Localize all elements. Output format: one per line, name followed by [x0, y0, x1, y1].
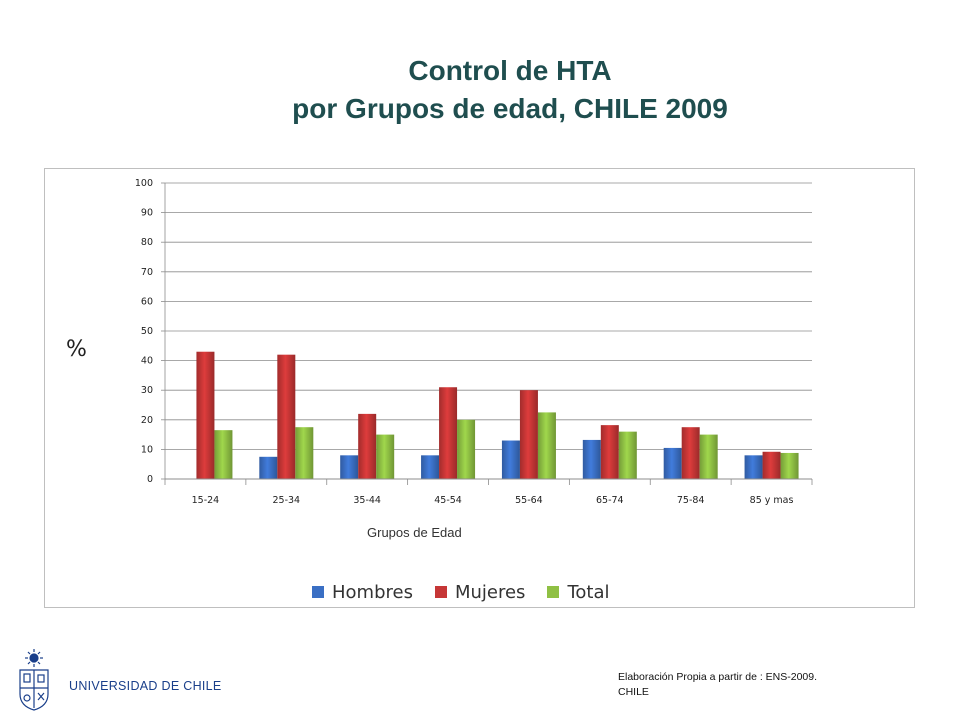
x-tick-label: 35-44 — [353, 495, 381, 506]
y-tick-label: 80 — [141, 237, 153, 248]
source-note: Elaboración Propia a partir de : ENS-200… — [618, 670, 868, 700]
bar-hombres-55-64 — [501, 440, 520, 479]
x-tick-label: 25-34 — [273, 495, 301, 506]
bar-mujeres-15-24 — [196, 351, 215, 479]
university-logo: UNIVERSIDAD DE CHILE — [14, 648, 234, 712]
legend-swatch-hombres — [312, 586, 324, 598]
bar-mujeres-85-y-mas — [762, 451, 781, 479]
y-axis-label: % — [66, 337, 87, 362]
legend-label-hombres: Hombres — [332, 581, 413, 603]
y-tick-label: 20 — [141, 415, 153, 426]
y-tick-label: 100 — [135, 178, 153, 189]
chart-legend: Hombres Mujeres Total — [312, 580, 632, 604]
bar-hombres-25-34 — [259, 456, 278, 479]
legend-item-total: Total — [547, 581, 610, 603]
legend-label-mujeres: Mujeres — [454, 581, 526, 603]
bar-total-55-64 — [537, 412, 556, 479]
y-tick-label: 90 — [141, 208, 153, 219]
y-tick-label: 60 — [141, 296, 153, 307]
source-line-1: Elaboración Propia a partir de : ENS-200… — [618, 671, 818, 683]
bar-mujeres-65-74 — [600, 425, 619, 479]
bar-hombres-45-54 — [421, 455, 440, 479]
bar-hombres-65-74 — [582, 439, 601, 479]
x-tick-label: 65-74 — [596, 495, 624, 506]
x-tick-label: 15-24 — [192, 495, 220, 506]
y-tick-label: 50 — [141, 326, 153, 337]
university-crest-icon — [19, 649, 49, 711]
y-tick-label: 0 — [147, 474, 153, 485]
legend-item-hombres: Hombres — [312, 582, 413, 603]
legend-swatch-mujeres — [434, 586, 447, 598]
legend-item-mujeres: Mujeres — [434, 581, 526, 603]
bar-hombres-85-y-mas — [744, 455, 763, 479]
bar-total-45-54 — [457, 419, 476, 479]
bar-total-35-44 — [376, 434, 395, 479]
chart-title-line-2: por Grupos de edad, CHILE 2009 — [292, 93, 728, 124]
bar-mujeres-25-34 — [277, 354, 296, 479]
x-axis-label: Grupos de Edad — [367, 525, 462, 540]
y-tick-label: 40 — [141, 356, 153, 367]
bar-mujeres-45-54 — [439, 387, 458, 479]
y-tick-label: 70 — [141, 267, 153, 278]
chart-title-line-1: Control de HTA — [408, 55, 612, 86]
x-tick-label: 45-54 — [434, 495, 462, 506]
x-tick-label: 85 y mas — [750, 495, 794, 506]
bar-mujeres-75-84 — [681, 427, 700, 479]
bar-total-85-y-mas — [780, 452, 799, 479]
y-tick-label: 10 — [141, 444, 153, 455]
bar-total-25-34 — [295, 427, 314, 479]
x-tick-label: 75-84 — [677, 495, 705, 506]
bar-total-75-84 — [699, 434, 718, 479]
university-name: UNIVERSIDAD DE CHILE — [69, 679, 222, 693]
bar-hombres-75-84 — [663, 447, 682, 479]
bar-mujeres-35-44 — [358, 413, 377, 479]
chart-title: Control de HTA por Grupos de edad, CHILE… — [250, 52, 770, 128]
bar-total-65-74 — [618, 431, 637, 479]
legend-label-total: Total — [567, 581, 610, 603]
bar-hombres-35-44 — [340, 455, 359, 479]
bar-total-15-24 — [214, 430, 233, 479]
x-tick-label: 55-64 — [515, 495, 543, 506]
source-line-2: CHILE — [618, 686, 649, 698]
y-tick-label: 30 — [141, 385, 153, 396]
chart-frame — [44, 168, 915, 608]
legend-swatch-total — [547, 586, 560, 598]
bar-mujeres-55-64 — [519, 390, 538, 479]
